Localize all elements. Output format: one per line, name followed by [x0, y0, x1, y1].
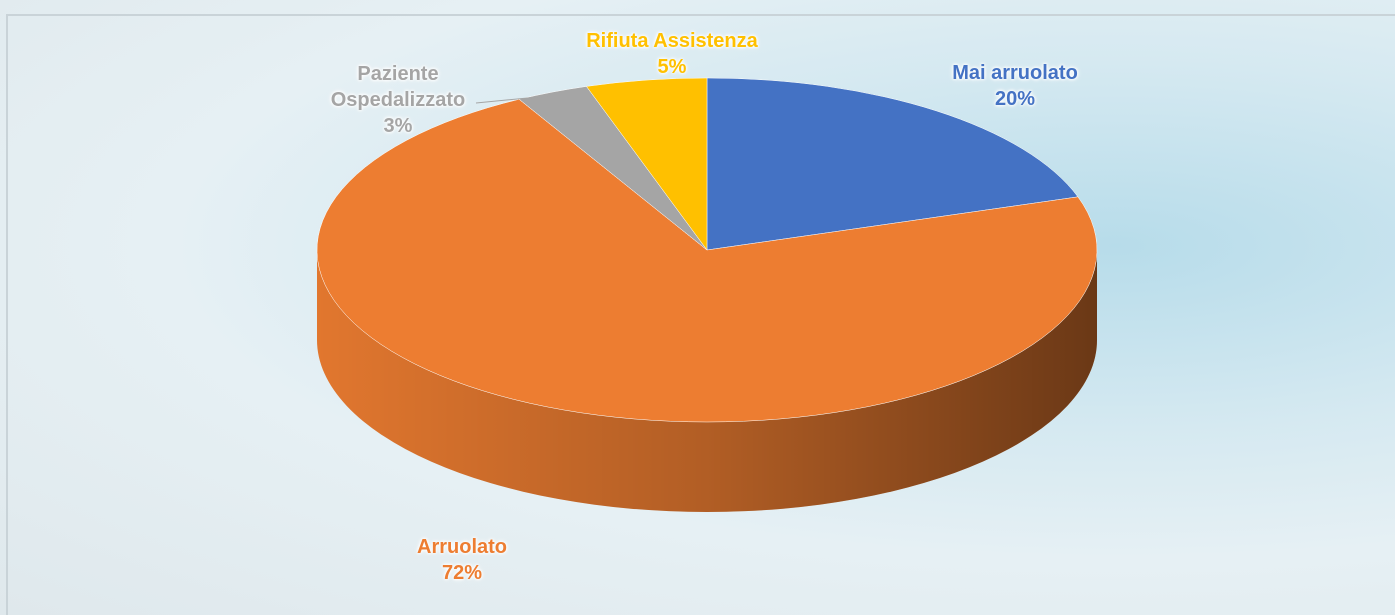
value-label: 5%: [657, 56, 687, 78]
data-label: Mai arruolato 20%: [915, 60, 1115, 112]
slice-side-shade: [317, 250, 1097, 512]
slice: [586, 77, 708, 251]
leader-line: [475, 95, 549, 104]
data-label: Rifiuta Assistenza 5%: [562, 28, 782, 80]
value-label: 3%: [383, 115, 413, 137]
chart-frame: [6, 14, 1395, 615]
category-label: Mai arruolato: [952, 62, 1078, 84]
value-label: 72%: [441, 562, 483, 584]
category-label: Paziente Ospedalizzato: [330, 63, 466, 111]
value-label: 20%: [994, 88, 1036, 110]
category-label: Rifiuta Assistenza: [586, 30, 758, 52]
data-label: Arruolato 72%: [382, 534, 542, 586]
category-label: Arruolato: [417, 536, 507, 558]
slice: [316, 99, 1098, 423]
slice: [706, 77, 1079, 251]
data-label: Paziente Ospedalizzato 3%: [323, 61, 473, 139]
